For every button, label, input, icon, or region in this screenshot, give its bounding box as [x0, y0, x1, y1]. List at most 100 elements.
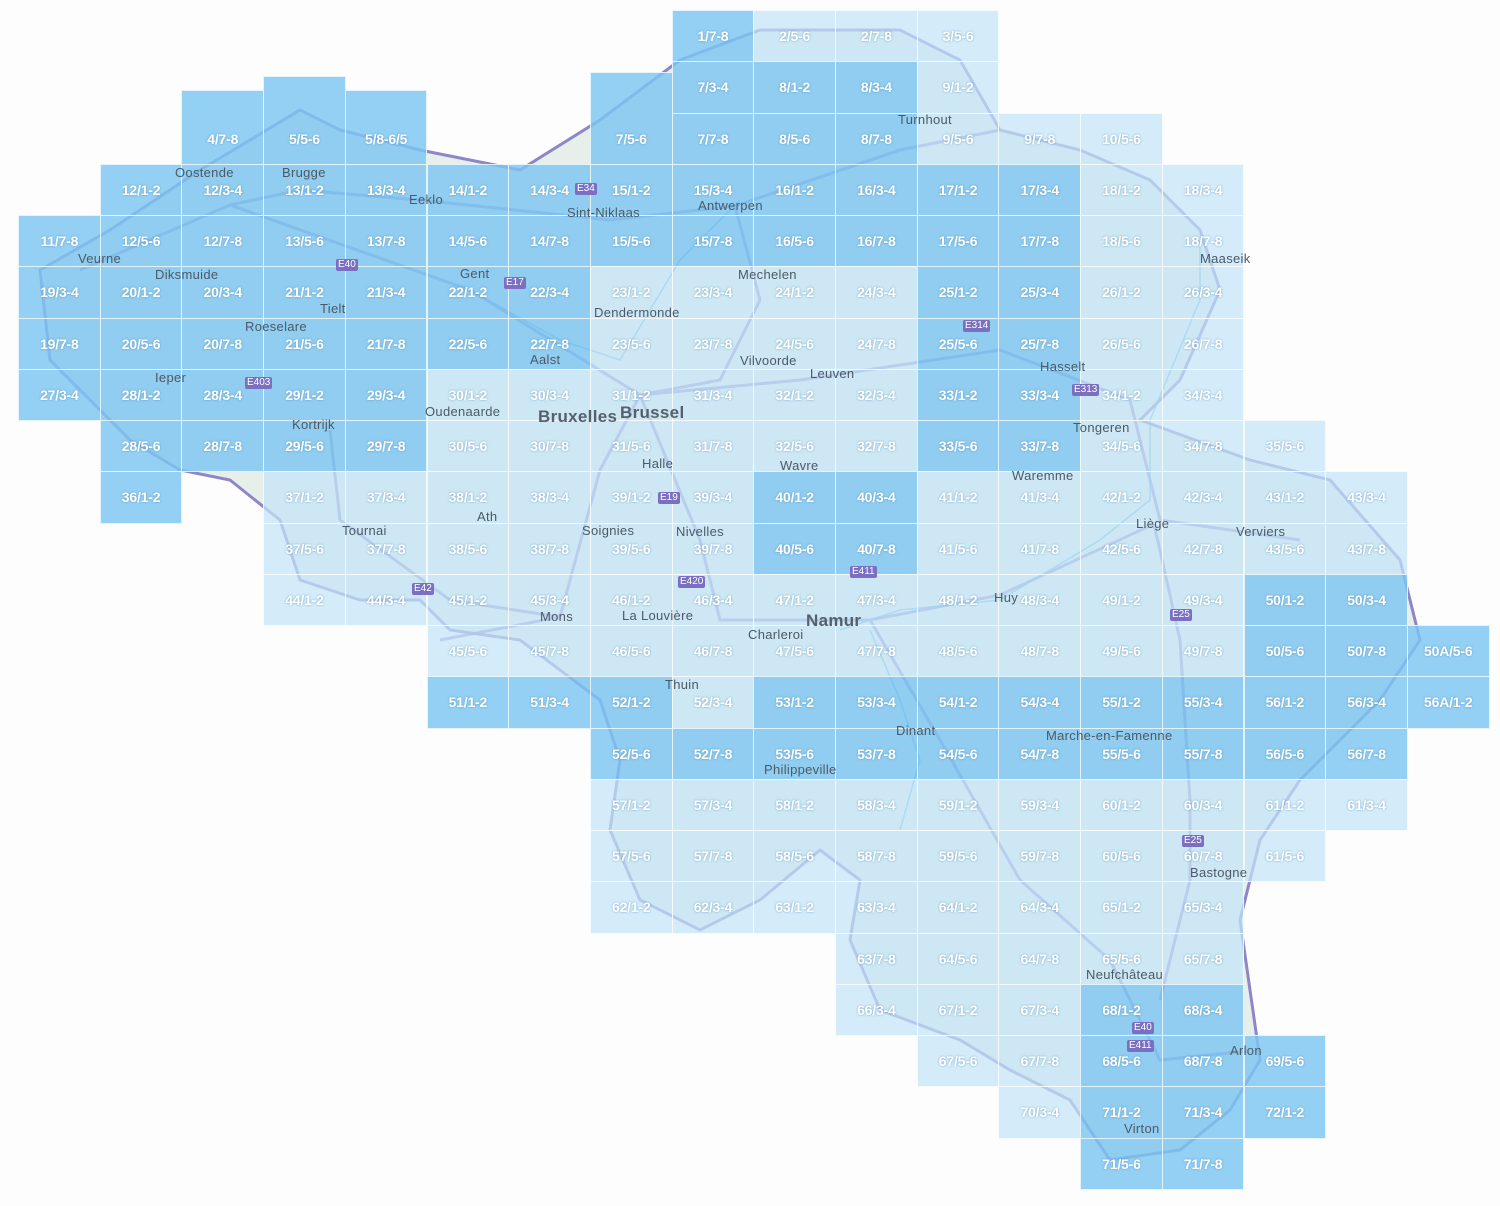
- map-sheet-tile[interactable]: 50/5-6: [1243, 625, 1327, 678]
- map-sheet-tile[interactable]: 56/7-8: [1325, 727, 1408, 780]
- map-sheet-tile[interactable]: 68/3-4: [1161, 983, 1245, 1036]
- map-sheet-tile[interactable]: 67/1-2: [916, 983, 1000, 1036]
- map-sheet-tile[interactable]: 45/5-6: [426, 625, 510, 678]
- map-sheet-tile[interactable]: 36/1-2: [99, 471, 183, 524]
- map-sheet-tile[interactable]: 1/7-8: [671, 10, 755, 63]
- map-sheet-tile[interactable]: 65/1-2: [1080, 881, 1163, 934]
- map-sheet-tile[interactable]: 26/1-2: [1080, 266, 1163, 319]
- map-sheet-tile[interactable]: 24/5-6: [753, 317, 836, 370]
- map-sheet-tile[interactable]: 67/3-4: [998, 983, 1082, 1036]
- map-sheet-tile[interactable]: 18/7-8: [1161, 215, 1245, 268]
- map-sheet-tile[interactable]: 71/7-8: [1161, 1137, 1245, 1190]
- map-sheet-tile[interactable]: 8/5-6: [753, 112, 836, 165]
- map-sheet-tile[interactable]: 60/3-4: [1161, 778, 1245, 831]
- map-sheet-tile[interactable]: 43/1-2: [1243, 471, 1327, 524]
- map-sheet-tile[interactable]: 14/1-2: [426, 163, 510, 216]
- map-sheet-tile[interactable]: 16/7-8: [835, 215, 918, 268]
- map-sheet-tile[interactable]: 28/1-2: [99, 368, 183, 421]
- map-sheet-tile[interactable]: 18/3-4: [1161, 163, 1245, 216]
- map-sheet-tile[interactable]: 32/7-8: [835, 420, 918, 473]
- map-sheet-tile[interactable]: 23/5-6: [589, 317, 673, 370]
- map-sheet-tile[interactable]: 8/7-8: [835, 112, 918, 165]
- map-sheet-tile[interactable]: 45/1-2: [426, 573, 510, 626]
- map-sheet-tile[interactable]: 33/3-4: [998, 368, 1082, 421]
- map-sheet-tile[interactable]: 45/7-8: [508, 625, 591, 678]
- map-sheet-tile[interactable]: 72/1-2: [1243, 1086, 1327, 1139]
- map-sheet-tile[interactable]: 28/5-6: [99, 420, 183, 473]
- map-sheet-tile[interactable]: 66/3-4: [835, 983, 918, 1036]
- map-sheet-tile[interactable]: 29/7-8: [344, 420, 428, 473]
- map-sheet-tile[interactable]: 32/5-6: [753, 420, 836, 473]
- map-sheet-tile[interactable]: 48/5-6: [916, 625, 1000, 678]
- map-sheet-tile[interactable]: 13/5-6: [263, 215, 346, 268]
- map-sheet-tile[interactable]: 26/5-6: [1080, 317, 1163, 370]
- map-sheet-tile[interactable]: 21/3-4: [344, 266, 428, 319]
- map-sheet-tile[interactable]: 68/7-8: [1161, 1035, 1245, 1088]
- map-sheet-tile[interactable]: 55/7-8: [1161, 727, 1245, 780]
- map-sheet-tile[interactable]: 30/7-8: [508, 420, 591, 473]
- map-sheet-tile[interactable]: 16/1-2: [753, 163, 836, 216]
- map-sheet-tile[interactable]: 60/5-6: [1080, 830, 1163, 883]
- map-sheet-tile[interactable]: 58/7-8: [835, 830, 918, 883]
- map-sheet-tile[interactable]: 63/3-4: [835, 881, 918, 934]
- map-sheet-tile[interactable]: 50/3-4: [1325, 573, 1408, 626]
- map-sheet-tile[interactable]: 55/3-4: [1161, 676, 1245, 729]
- map-sheet-tile[interactable]: 41/5-6: [916, 522, 1000, 575]
- map-sheet-tile[interactable]: 56/5-6: [1243, 727, 1327, 780]
- map-sheet-tile[interactable]: 7/3-4: [671, 61, 755, 114]
- map-sheet-tile[interactable]: 17/7-8: [998, 215, 1082, 268]
- map-sheet-tile[interactable]: 57/7-8: [671, 830, 755, 883]
- map-sheet-tile[interactable]: 31/7-8: [671, 420, 755, 473]
- map-sheet-tile[interactable]: 14/7-8: [508, 215, 591, 268]
- map-sheet-tile[interactable]: 56/1-2: [1243, 676, 1327, 729]
- map-sheet-tile[interactable]: 14/5-6: [426, 215, 510, 268]
- map-sheet-tile[interactable]: 43/3-4: [1325, 471, 1408, 524]
- map-sheet-tile[interactable]: 58/1-2: [753, 778, 836, 831]
- map-sheet-tile[interactable]: 47/7-8: [835, 625, 918, 678]
- map-sheet-tile[interactable]: 33/1-2: [916, 368, 1000, 421]
- map-sheet-tile[interactable]: 70/3-4: [998, 1086, 1082, 1139]
- map-sheet-tile[interactable]: 39/7-8: [671, 522, 755, 575]
- map-sheet-tile[interactable]: 38/3-4: [508, 471, 591, 524]
- map-sheet-tile[interactable]: 56A/1-2: [1406, 676, 1490, 729]
- map-sheet-tile[interactable]: 31/1-2: [589, 368, 673, 421]
- map-sheet-tile[interactable]: 7/7-8: [671, 112, 755, 165]
- map-sheet-tile[interactable]: 11/7-8: [18, 215, 101, 268]
- map-sheet-tile[interactable]: 41/3-4: [998, 471, 1082, 524]
- map-sheet-tile[interactable]: 61/5-6: [1243, 830, 1327, 883]
- map-sheet-tile[interactable]: 65/3-4: [1161, 881, 1245, 934]
- map-sheet-tile[interactable]: 12/1-2: [99, 163, 183, 216]
- map-sheet-tile[interactable]: 71/3-4: [1161, 1086, 1245, 1139]
- map-sheet-tile[interactable]: 33/5-6: [916, 420, 1000, 473]
- map-sheet-tile[interactable]: 38/5-6: [426, 522, 510, 575]
- map-sheet-tile[interactable]: 24/1-2: [753, 266, 836, 319]
- map-sheet-tile[interactable]: 42/7-8: [1161, 522, 1245, 575]
- map-sheet-tile[interactable]: 12/5-6: [99, 215, 183, 268]
- map-sheet-tile[interactable]: 51/1-2: [426, 676, 510, 729]
- map-sheet-tile[interactable]: 64/7-8: [998, 932, 1082, 985]
- map-sheet-tile[interactable]: 2/7-8: [835, 10, 918, 63]
- map-sheet-tile[interactable]: 42/5-6: [1080, 522, 1163, 575]
- map-sheet-tile[interactable]: 64/3-4: [998, 881, 1082, 934]
- map-sheet-tile[interactable]: 41/1-2: [916, 471, 1000, 524]
- map-sheet-tile[interactable]: 20/5-6: [99, 317, 183, 370]
- map-sheet-tile[interactable]: 29/1-2: [263, 368, 346, 421]
- map-sheet-tile[interactable]: 13/7-8: [344, 215, 428, 268]
- map-sheet-tile[interactable]: 65/7-8: [1161, 932, 1245, 985]
- map-sheet-tile[interactable]: 60/1-2: [1080, 778, 1163, 831]
- map-sheet-tile[interactable]: 59/5-6: [916, 830, 1000, 883]
- map-sheet-tile[interactable]: 63/7-8: [835, 932, 918, 985]
- map-sheet-tile[interactable]: 28/7-8: [181, 420, 265, 473]
- map-sheet-tile[interactable]: 44/1-2: [263, 573, 346, 626]
- map-sheet-tile[interactable]: 34/3-4: [1161, 368, 1245, 421]
- map-sheet-tile[interactable]: 30/1-2: [426, 368, 510, 421]
- map-sheet-tile[interactable]: 21/7-8: [344, 317, 428, 370]
- map-sheet-tile[interactable]: 59/7-8: [998, 830, 1082, 883]
- map-sheet-tile[interactable]: 57/1-2: [589, 778, 673, 831]
- map-sheet-tile[interactable]: 19/7-8: [18, 317, 101, 370]
- map-sheet-tile[interactable]: 15/7-8: [671, 215, 755, 268]
- map-sheet-tile[interactable]: 53/7-8: [835, 727, 918, 780]
- map-sheet-tile[interactable]: 41/7-8: [998, 522, 1082, 575]
- map-sheet-tile[interactable]: 49/1-2: [1080, 573, 1163, 626]
- map-sheet-tile[interactable]: 18/5-6: [1080, 215, 1163, 268]
